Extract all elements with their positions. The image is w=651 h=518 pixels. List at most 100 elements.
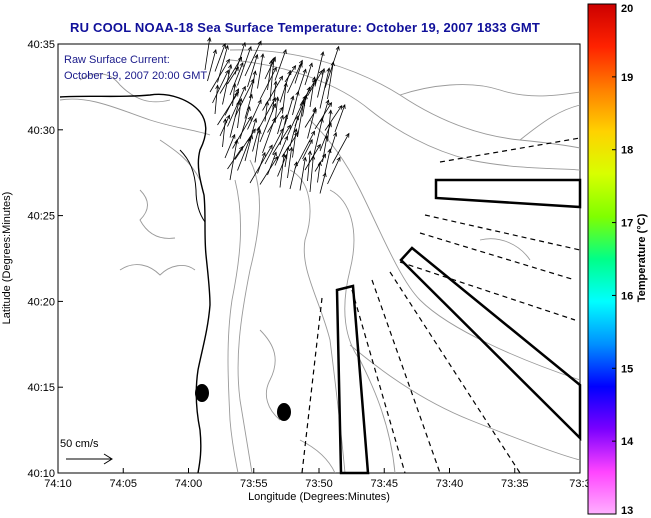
current-vector-head <box>231 133 236 139</box>
current-vector <box>327 62 334 100</box>
current-vector-head <box>316 143 321 149</box>
current-vector <box>314 102 332 130</box>
current-vector-head <box>293 128 298 133</box>
current-vector-head <box>272 66 277 72</box>
colorbar-tick-label: 14 <box>621 436 634 448</box>
current-vector <box>274 49 287 81</box>
current-vector <box>229 62 244 96</box>
current-vector <box>292 91 299 116</box>
current-vector <box>317 162 321 183</box>
current-vector <box>317 68 325 98</box>
current-vector <box>259 156 278 185</box>
current-vector <box>279 70 291 103</box>
current-vector <box>294 131 315 169</box>
y-tick-label: 40:35 <box>27 39 55 51</box>
current-vector <box>272 81 277 113</box>
current-vector <box>334 104 346 133</box>
current-vector <box>299 157 306 191</box>
current-vector-head <box>308 62 313 68</box>
current-vector-head <box>333 131 338 137</box>
current-vector <box>237 46 252 86</box>
current-vector-head <box>335 45 340 51</box>
current-vector-head <box>248 93 253 99</box>
current-vector <box>257 152 266 174</box>
current-vector-head <box>279 114 284 120</box>
current-vector <box>247 99 262 130</box>
current-vector-head <box>321 153 327 159</box>
current-vector <box>307 107 316 139</box>
current-vector-head <box>272 151 277 157</box>
current-vector <box>309 155 314 193</box>
current-vector-head <box>279 128 284 133</box>
current-vector-head <box>257 40 262 46</box>
current-vector <box>232 83 236 107</box>
current-vector <box>237 138 251 171</box>
current-vector-head <box>302 94 307 100</box>
current-vector <box>214 85 218 115</box>
current-vector-head <box>225 58 230 64</box>
current-vector <box>277 115 284 135</box>
current-vector-head <box>246 106 251 111</box>
y-tick-label: 40:20 <box>27 296 55 308</box>
x-tick-label: 74:00 <box>175 478 203 490</box>
current-vector <box>322 99 329 120</box>
radar-site-marker <box>277 403 291 421</box>
colorbar-tick-label: 15 <box>621 363 633 375</box>
current-vector-head <box>324 135 329 141</box>
current-vector <box>277 154 287 177</box>
current-vector <box>229 101 240 138</box>
x-axis: 74:10 74:05 74:00 73:55 73:50 73:45 73:40 73:35… <box>44 468 591 490</box>
current-vector <box>327 110 332 142</box>
current-vector <box>289 116 299 147</box>
current-vector-head <box>312 106 317 112</box>
current-vector-head <box>239 61 244 67</box>
current-vector <box>264 101 268 122</box>
colorbar-tick-label: 20 <box>621 3 633 15</box>
current-vector-head <box>326 67 331 73</box>
current-vector-head <box>247 115 252 121</box>
current-vector <box>324 149 331 174</box>
radar-site-marker <box>195 384 209 402</box>
current-vector-head <box>251 128 256 134</box>
colorbar-tick-label: 16 <box>621 290 633 302</box>
current-vector-head <box>268 144 273 150</box>
current-vector <box>257 53 264 89</box>
current-vector <box>319 68 330 109</box>
current-vector <box>319 123 332 152</box>
current-vector-head <box>253 117 258 123</box>
current-vector <box>297 69 307 95</box>
current-vector-head <box>278 75 283 81</box>
current-vector <box>257 97 276 132</box>
current-vector <box>264 128 284 165</box>
current-vector <box>287 60 303 94</box>
x-tick-label: 73:35 <box>501 478 529 490</box>
current-vector-head <box>260 53 265 58</box>
current-vector-head <box>257 99 262 105</box>
y-tick-label: 40:30 <box>27 125 55 137</box>
current-vector <box>289 162 298 190</box>
current-vector-head <box>311 76 317 82</box>
current-vector <box>324 105 343 131</box>
colorbar-tick-label: 13 <box>621 505 633 517</box>
current-vector-head <box>341 104 346 109</box>
current-vector <box>284 65 296 83</box>
y-axis: 40:35 40:30 40:25 40:20 40:15 40:10 <box>27 39 63 480</box>
current-vector <box>294 63 302 84</box>
current-vector <box>212 70 229 104</box>
current-vector-head <box>261 151 266 157</box>
current-vector <box>244 135 253 162</box>
current-vector <box>284 96 294 125</box>
current-vector-head <box>225 69 229 75</box>
current-vector-head <box>271 117 276 123</box>
current-vector-head <box>246 137 251 143</box>
current-vector-head <box>273 156 279 161</box>
current-vector-head <box>283 82 288 87</box>
current-vector <box>287 147 293 179</box>
current-vector <box>227 146 244 170</box>
current-vector-head <box>212 49 217 54</box>
current-vector-head <box>320 51 325 56</box>
current-vector-head <box>275 96 280 102</box>
current-vector-head <box>327 148 332 154</box>
y-tick-label: 40:15 <box>27 382 55 394</box>
